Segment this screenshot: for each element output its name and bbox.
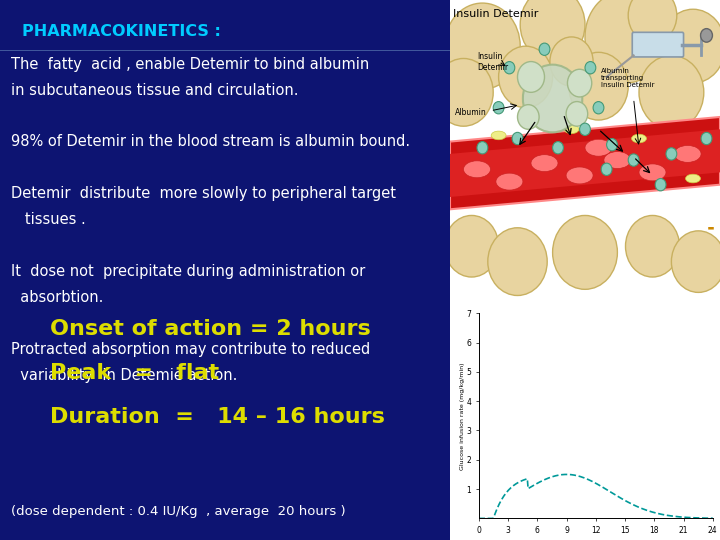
Circle shape bbox=[488, 228, 547, 295]
Bar bbox=[450, 0, 720, 540]
Circle shape bbox=[626, 215, 680, 277]
Text: It  dose not  precipitate during administration or: It dose not precipitate during administr… bbox=[11, 264, 365, 279]
Circle shape bbox=[498, 46, 553, 108]
Circle shape bbox=[585, 0, 666, 83]
Ellipse shape bbox=[531, 154, 558, 172]
Ellipse shape bbox=[496, 173, 523, 190]
Circle shape bbox=[553, 141, 563, 154]
Circle shape bbox=[671, 231, 720, 293]
Circle shape bbox=[666, 148, 677, 160]
Circle shape bbox=[523, 65, 582, 132]
Circle shape bbox=[585, 62, 596, 74]
Text: 98% of Detemir in the blood stream is albumin bound.: 98% of Detemir in the blood stream is al… bbox=[11, 134, 410, 150]
Ellipse shape bbox=[585, 139, 612, 156]
Text: Onset of action = 2 hours: Onset of action = 2 hours bbox=[50, 319, 371, 339]
Text: Albumin: Albumin bbox=[455, 108, 487, 117]
Circle shape bbox=[593, 102, 604, 114]
Ellipse shape bbox=[491, 131, 506, 140]
Ellipse shape bbox=[685, 174, 701, 183]
Circle shape bbox=[521, 0, 585, 62]
Circle shape bbox=[493, 102, 504, 114]
Circle shape bbox=[661, 9, 720, 83]
Circle shape bbox=[445, 215, 498, 277]
Polygon shape bbox=[450, 117, 720, 210]
Text: PHARMACOKINETICS :: PHARMACOKINETICS : bbox=[22, 24, 220, 39]
Text: (dose dependent : 0.4 IU/Kg  , average  20 hours ): (dose dependent : 0.4 IU/Kg , average 20… bbox=[11, 505, 346, 518]
Text: Insulin Detemir: Insulin Detemir bbox=[453, 9, 538, 19]
Y-axis label: Glucose infusion rate (mg/kg/min): Glucose infusion rate (mg/kg/min) bbox=[460, 362, 465, 470]
Ellipse shape bbox=[604, 152, 631, 168]
Text: The  fatty  acid , enable Detemir to bind albumin: The fatty acid , enable Detemir to bind … bbox=[11, 57, 369, 72]
Circle shape bbox=[504, 62, 515, 74]
Ellipse shape bbox=[639, 164, 666, 181]
Text: Duration  =   14 – 16 hours: Duration = 14 – 16 hours bbox=[50, 407, 385, 427]
Text: absorbtion.: absorbtion. bbox=[11, 290, 103, 305]
Circle shape bbox=[512, 132, 523, 145]
Circle shape bbox=[569, 52, 628, 120]
Circle shape bbox=[701, 29, 713, 42]
Ellipse shape bbox=[464, 161, 490, 178]
Ellipse shape bbox=[566, 167, 593, 184]
Circle shape bbox=[628, 154, 639, 166]
Circle shape bbox=[701, 132, 712, 145]
Polygon shape bbox=[450, 129, 720, 197]
FancyBboxPatch shape bbox=[632, 32, 683, 57]
Circle shape bbox=[433, 58, 493, 126]
Ellipse shape bbox=[674, 145, 701, 163]
Ellipse shape bbox=[631, 134, 647, 143]
Text: Albumin
transporting
Insulin Detemir: Albumin transporting Insulin Detemir bbox=[601, 68, 654, 87]
Circle shape bbox=[566, 102, 588, 126]
Circle shape bbox=[518, 62, 544, 92]
Circle shape bbox=[580, 123, 590, 136]
Text: Insulin
Detemir: Insulin Detemir bbox=[477, 52, 508, 72]
Circle shape bbox=[550, 37, 593, 86]
Circle shape bbox=[553, 215, 618, 289]
Circle shape bbox=[518, 105, 539, 129]
Circle shape bbox=[477, 141, 488, 154]
Circle shape bbox=[601, 163, 612, 176]
Circle shape bbox=[444, 3, 520, 89]
Circle shape bbox=[539, 43, 550, 56]
Circle shape bbox=[639, 56, 703, 129]
Text: tissues .: tissues . bbox=[11, 212, 86, 227]
Text: Peak   =   flat: Peak = flat bbox=[50, 363, 220, 383]
Text: Protracted absorption may contribute to reduced: Protracted absorption may contribute to … bbox=[11, 342, 370, 357]
Circle shape bbox=[606, 138, 618, 151]
Circle shape bbox=[655, 179, 666, 191]
Ellipse shape bbox=[564, 125, 579, 133]
Text: Detemir  distribute  more slowly to peripheral target: Detemir distribute more slowly to periph… bbox=[11, 186, 396, 201]
Circle shape bbox=[628, 0, 677, 43]
Text: variability  in Detemie action.: variability in Detemie action. bbox=[11, 368, 237, 383]
Text: in subcutaneous tissue and circulation.: in subcutaneous tissue and circulation. bbox=[11, 83, 298, 98]
Circle shape bbox=[567, 69, 592, 97]
